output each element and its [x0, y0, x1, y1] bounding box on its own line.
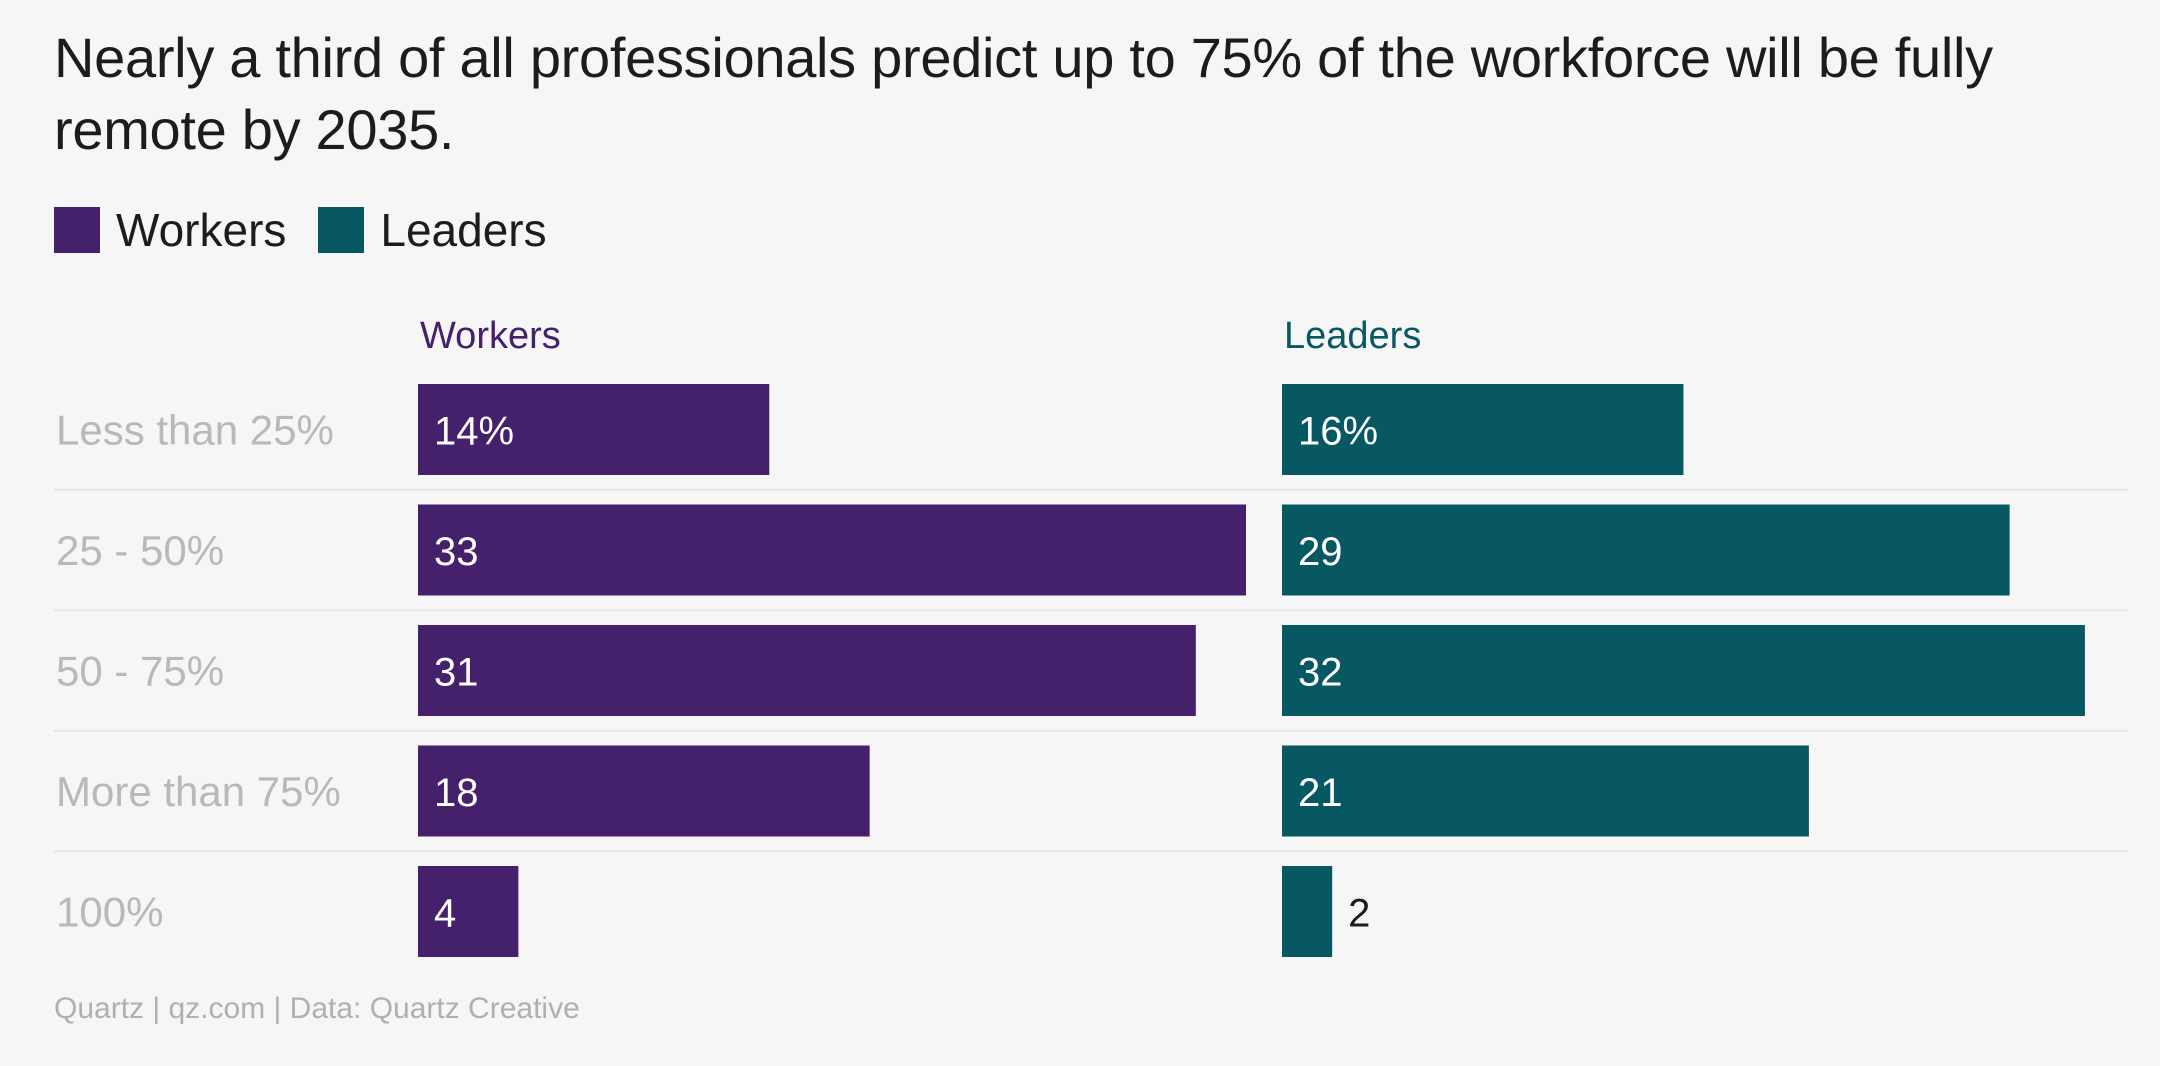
data-label: 32: [1298, 651, 1343, 695]
legend-swatch-workers: [54, 207, 100, 253]
chart-title: Nearly a third of all professionals pred…: [54, 26, 1993, 161]
category-label: More than 75%: [56, 768, 341, 815]
legend-entry-leaders: Leaders: [318, 203, 547, 257]
data-label: 31: [434, 651, 479, 695]
category-label: 50 - 75%: [56, 648, 224, 695]
bar-workers: [418, 625, 1196, 716]
bar-leaders: [1282, 625, 2085, 716]
panel-header-workers: Workers: [420, 315, 561, 357]
data-label: 14%: [434, 410, 514, 454]
bar-leaders: [1282, 504, 2010, 596]
category-label: 25 - 50%: [56, 527, 224, 574]
legend: Workers Leaders: [54, 198, 547, 262]
bar-leaders: [1282, 745, 1809, 837]
category-label: 100%: [56, 889, 163, 936]
data-label: 21: [1298, 771, 1343, 815]
category-label: Less than 25%: [56, 407, 334, 454]
bar-workers: [418, 866, 519, 957]
legend-entry-workers: Workers: [54, 203, 286, 257]
legend-label-leaders: Leaders: [380, 204, 547, 256]
data-label: 2: [1348, 892, 1370, 936]
bar-workers: [418, 745, 870, 837]
data-label: 4: [434, 892, 456, 936]
data-label: 16%: [1298, 410, 1378, 454]
bar-workers: [418, 384, 770, 475]
bar-leaders: [1282, 866, 1333, 957]
bar-leaders: [1282, 384, 1684, 475]
source-footer: Quartz | qz.com | Data: Quartz Creative: [54, 992, 580, 1025]
legend-label-workers: Workers: [116, 204, 287, 256]
bar-workers: [418, 504, 1246, 596]
data-label: 33: [434, 530, 479, 574]
panel-header-leaders: Leaders: [1284, 315, 1421, 357]
legend-swatch-leaders: [318, 207, 365, 253]
data-label: 18: [434, 771, 479, 815]
data-label: 29: [1298, 530, 1343, 574]
